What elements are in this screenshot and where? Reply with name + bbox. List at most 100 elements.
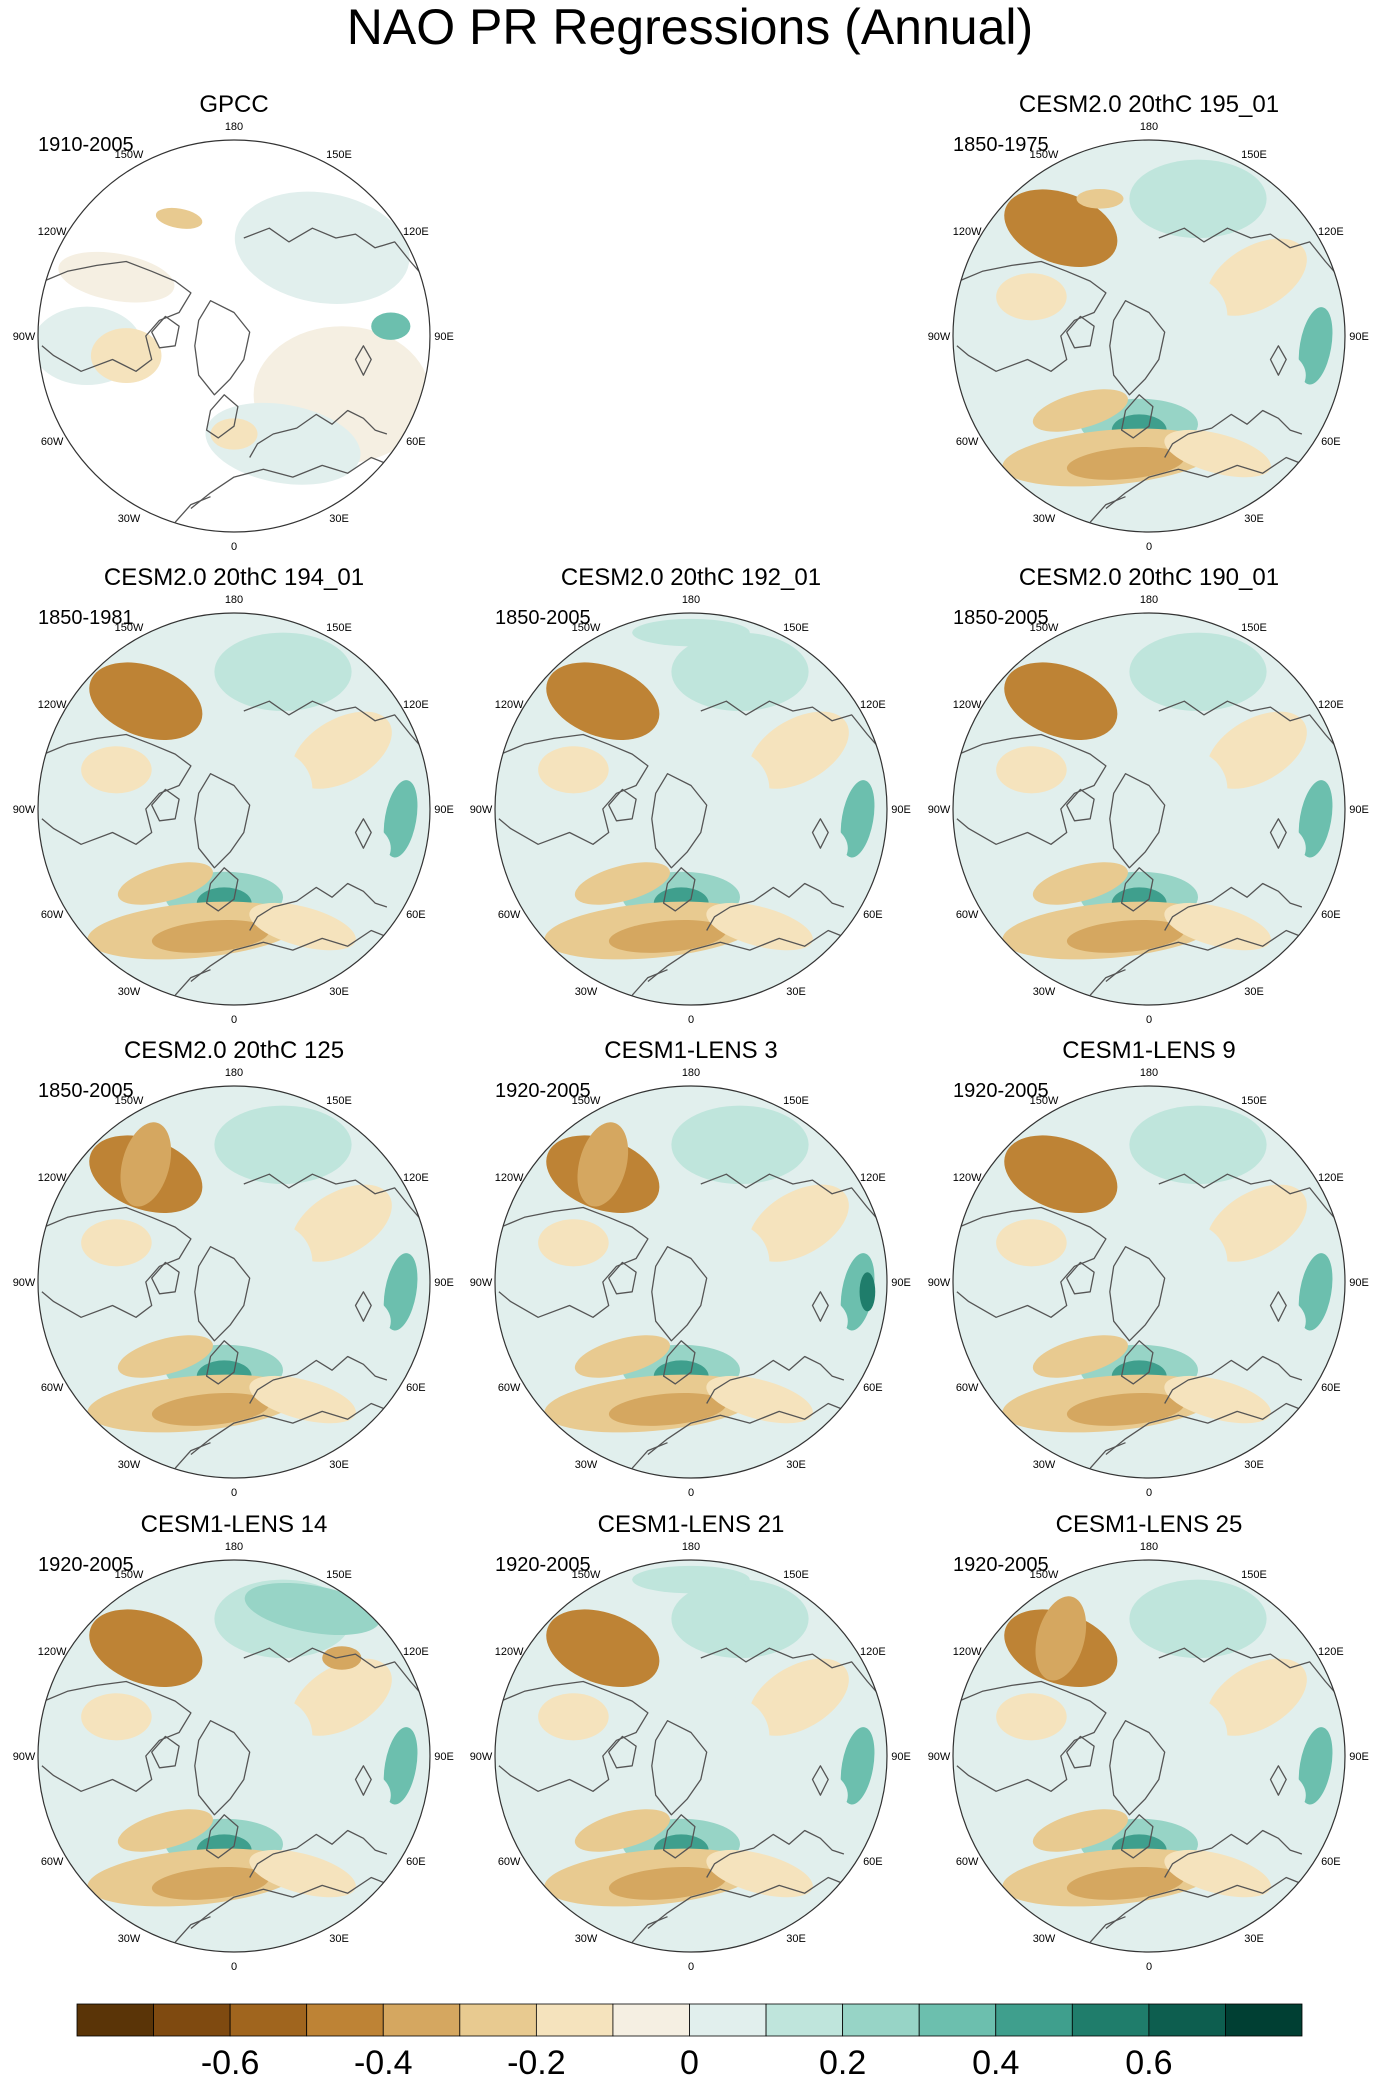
panel-title: GPCC xyxy=(199,91,268,118)
field-anomaly xyxy=(383,780,418,858)
coastline-europe xyxy=(1164,1829,1303,1878)
coastline-europe xyxy=(1164,1355,1303,1404)
field-anomaly xyxy=(996,1219,1067,1267)
colorbar-swatch xyxy=(765,2003,844,2037)
longitude-label: 150W xyxy=(1030,622,1059,634)
field-anomaly xyxy=(1149,1697,1228,1776)
coastline-africa xyxy=(631,1442,668,1469)
coastline-greenland xyxy=(651,1720,708,1816)
field-anomaly xyxy=(291,1184,392,1262)
field-anomaly xyxy=(1004,189,1118,267)
panel-period: 1850-2005 xyxy=(953,607,1049,629)
field-anomaly xyxy=(151,1866,270,1900)
coastline-africa xyxy=(631,969,668,996)
longitude-label: 90W xyxy=(928,1277,951,1289)
field-anomaly xyxy=(117,1335,213,1378)
longitude-label: 90W xyxy=(13,1277,36,1289)
coastline-greenland xyxy=(1109,300,1166,396)
coastlines xyxy=(41,227,425,523)
longitude-label: 120E xyxy=(403,1172,429,1184)
land-field xyxy=(58,251,175,303)
coastline-scandinavia xyxy=(1120,1340,1154,1385)
longitude-label: 30W xyxy=(118,986,141,998)
colorbar: -0.6 -0.4 -0.2 0 0.2 0.4 0.6 xyxy=(76,2003,1303,2082)
field-anomaly xyxy=(312,1293,391,1349)
coastline-europe xyxy=(249,1355,388,1404)
colorbar-swatch xyxy=(1148,2003,1226,2037)
longitude-label: 150W xyxy=(115,149,144,161)
longitude-label: 180 xyxy=(225,121,243,133)
field-anomaly xyxy=(1032,389,1128,432)
longitude-label: 180 xyxy=(682,594,700,606)
coastline-africa xyxy=(174,969,211,996)
map-outline xyxy=(494,1559,888,1953)
map-panel: CESM2.0 20thC 190_01 1850-2005 180 150E 120E… xyxy=(928,564,1369,1026)
map-field xyxy=(38,1560,430,1952)
longitude-label: 60W xyxy=(956,909,979,921)
longitude-label: 180 xyxy=(225,594,243,606)
longitude-label: 60W xyxy=(41,909,64,921)
panel-period: 1850-1981 xyxy=(38,607,134,629)
longitude-label: 180 xyxy=(682,1067,700,1079)
field-anomaly xyxy=(1298,307,1333,385)
field-anomaly xyxy=(574,862,670,905)
coastline-africa xyxy=(174,1442,211,1469)
longitude-label: 30E xyxy=(329,1933,349,1945)
panel-period: 1920-2005 xyxy=(495,1554,591,1576)
longitude-label: 150E xyxy=(326,149,352,161)
longitude-label: 60W xyxy=(41,1382,64,1394)
panel-title: CESM2.0 20thC 194_01 xyxy=(104,564,364,591)
field-anomaly xyxy=(1227,1293,1306,1349)
coastline-eurasia-north xyxy=(1158,1173,1340,1224)
coastline-europe xyxy=(706,882,845,931)
colorbar-tick-label: -0.6 xyxy=(201,2044,260,2082)
longitude-label: 90E xyxy=(1349,331,1369,343)
coastline-mediterranean xyxy=(1105,1876,1307,1930)
field-anomaly xyxy=(214,632,352,711)
coastline-greenland xyxy=(194,300,251,396)
panel-title: CESM1-LENS 14 xyxy=(141,1511,328,1538)
longitude-label: 0 xyxy=(231,1961,237,1973)
longitude-label: 120W xyxy=(38,699,67,711)
longitude-label: 150W xyxy=(572,622,601,634)
field-anomaly xyxy=(1149,277,1228,356)
longitude-label: 180 xyxy=(1140,594,1158,606)
longitude-label: 180 xyxy=(1140,1541,1158,1553)
panel-title: CESM2.0 20thC 192_01 xyxy=(561,564,821,591)
map-panel: GPCC 1910-2005 180 150E 120E 90E 60E 30E 0 30W 60W… xyxy=(13,91,454,553)
longitude-label: 180 xyxy=(225,1067,243,1079)
field-anomaly xyxy=(1066,919,1185,953)
coastline-eurasia-north xyxy=(1158,700,1340,751)
map-outline xyxy=(37,139,431,533)
longitude-label: 120E xyxy=(403,1646,429,1658)
map-panel: CESM1-LENS 9 1920-2005 180 150E 120E 90E 60E 30… xyxy=(928,1037,1369,1499)
field-anomaly xyxy=(1129,632,1267,711)
map-outline xyxy=(37,1559,431,1953)
coastline-scandinavia xyxy=(1120,1814,1154,1859)
field-anomaly xyxy=(214,1105,352,1185)
field-anomaly xyxy=(1206,711,1307,789)
field-anomaly xyxy=(89,1609,203,1687)
panel-period: 1850-2005 xyxy=(38,1080,134,1102)
field-anomaly xyxy=(608,1392,727,1426)
longitude-label: 60W xyxy=(956,436,979,448)
longitude-label: 150W xyxy=(572,1569,601,1581)
longitude-label: 30E xyxy=(1244,1459,1264,1471)
map-outline xyxy=(37,1085,431,1479)
field-anomaly xyxy=(1149,750,1228,829)
map-panel: CESM2.0 20thC 195_01 1850-1975 180 150E 120E… xyxy=(928,91,1369,553)
longitude-label: 150E xyxy=(1241,1095,1267,1107)
coastline-caspian xyxy=(354,1291,372,1322)
longitude-label: 90E xyxy=(434,1751,454,1763)
longitude-label: 0 xyxy=(231,1014,237,1026)
longitude-label: 60E xyxy=(1321,436,1341,448)
coastline-arctic-islands xyxy=(608,1735,637,1769)
field-anomaly xyxy=(51,1312,123,1370)
field-anomaly xyxy=(996,1693,1067,1741)
longitude-label: 0 xyxy=(1146,541,1152,553)
longitude-label: 180 xyxy=(1140,121,1158,133)
coastline-scandinavia xyxy=(662,1340,696,1385)
longitude-label: 120E xyxy=(1318,1646,1344,1658)
panel-period: 1920-2005 xyxy=(953,1554,1049,1576)
longitude-label: 0 xyxy=(231,541,237,553)
